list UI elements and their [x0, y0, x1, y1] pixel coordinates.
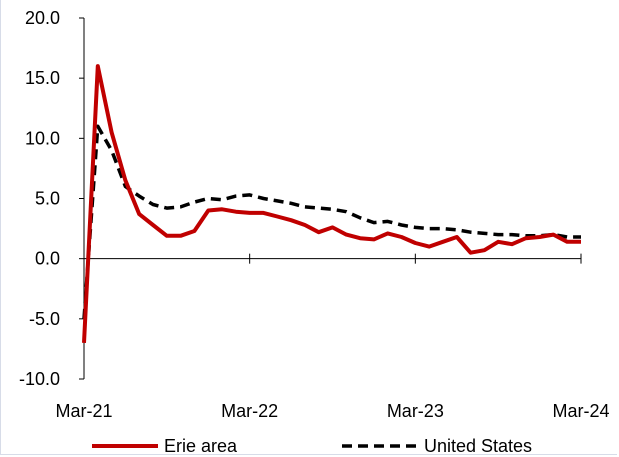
- series-layer: [82, 64, 581, 343]
- y-tick-label: 0.0: [35, 249, 60, 269]
- y-tick-label: -10.0: [19, 369, 60, 389]
- y-tick-label: 10.0: [25, 128, 60, 148]
- y-tick-label: -5.0: [29, 309, 60, 329]
- y-tick-label: 15.0: [25, 68, 60, 88]
- series-line-erie-area: [82, 64, 581, 343]
- series-line-united-states: [82, 124, 581, 319]
- x-tick-label: Mar-24: [552, 401, 609, 421]
- legend-label-united-states: United States: [424, 436, 532, 456]
- y-axis-tick-labels: 20.0 15.0 10.0 5.0 0.0 -5.0 -10.0: [19, 8, 60, 389]
- y-axis-tick-marks: [79, 17, 84, 380]
- y-tick-label: 5.0: [35, 189, 60, 209]
- legend-label-erie-area: Erie area: [164, 436, 238, 456]
- x-tick-label: Mar-21: [55, 401, 112, 421]
- x-axis-tick-labels: Mar-21 Mar-22 Mar-23 Mar-24: [55, 401, 609, 421]
- legend: Erie area United States: [92, 436, 532, 456]
- x-tick-label: Mar-22: [221, 401, 278, 421]
- x-tick-label: Mar-23: [387, 401, 444, 421]
- y-tick-label: 20.0: [25, 8, 60, 28]
